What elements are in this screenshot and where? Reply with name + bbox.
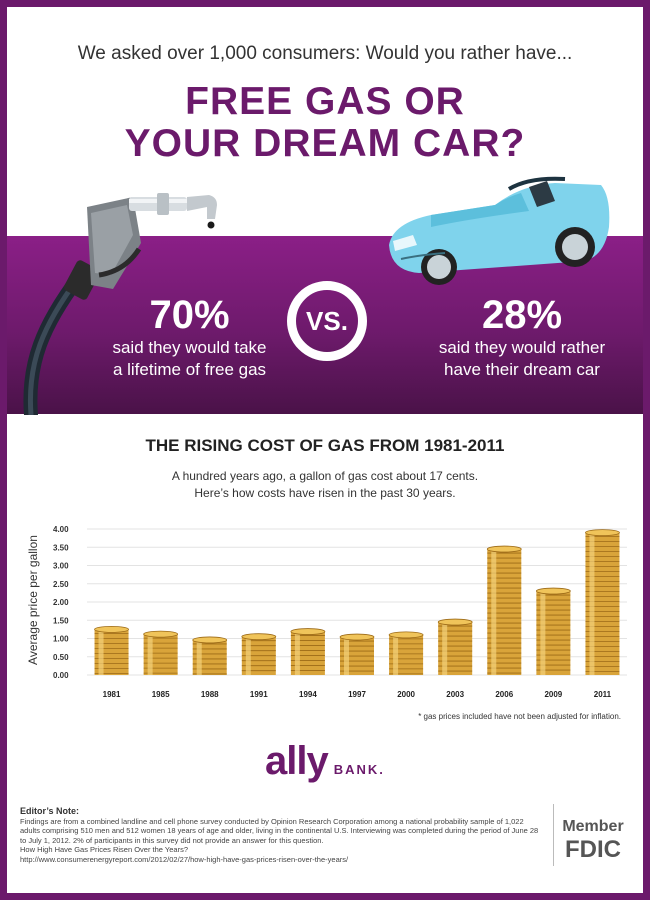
editors-note-body: Findings are from a combined landline an… (20, 816, 539, 845)
editors-note-label: Editor’s Note: (20, 806, 80, 816)
coin-highlight (589, 532, 595, 675)
fdic-member-label: Member (562, 818, 624, 835)
bar-2003 (438, 622, 473, 675)
bar-1997 (340, 637, 374, 675)
bar-2000 (389, 634, 424, 675)
headline: FREE GAS OR YOUR DREAM CAR? (7, 81, 643, 165)
y-tick-label: 2.50 (53, 580, 69, 589)
free-gas-stat: 70% said they would take a lifetime of f… (102, 293, 277, 381)
coin-top (437, 618, 473, 626)
coin-highlight (294, 631, 300, 675)
dream-car-stat: 28% said they would rather have their dr… (432, 293, 612, 381)
bar-2006 (487, 549, 522, 675)
editors-note-source-url: http://www.consumerenergyreport.com/2012… (20, 854, 349, 864)
ally-bank-logo: ally BANK. (265, 739, 385, 784)
y-tick-label: 3.50 (53, 543, 69, 552)
dream-car-percent: 28% (481, 293, 563, 337)
coin-highlight (540, 591, 546, 675)
bar-1981 (94, 629, 129, 675)
x-tick-label-2000: 2000 (397, 690, 415, 699)
coin-top (339, 633, 375, 641)
coin-highlight (147, 634, 153, 675)
headline-line-1: FREE GAS OR (185, 80, 465, 123)
convertible-car-icon (389, 176, 610, 285)
coin-highlight (196, 639, 202, 675)
gas-pump-nozzle-icon (23, 193, 217, 415)
free-gas-text-line-1: said they would take (112, 338, 267, 357)
vs-badge: VS. (287, 281, 367, 361)
member-fdic-badge: Member FDIC (553, 804, 632, 866)
dream-car-text-line-1: said they would rather (438, 338, 606, 357)
coin-highlight (98, 629, 104, 675)
bar-1988 (192, 639, 227, 675)
x-tick-label-2006: 2006 (495, 690, 513, 699)
x-tick-label-1988: 1988 (201, 690, 219, 699)
x-tick-label-1997: 1997 (348, 690, 366, 699)
y-tick-label: 0.00 (53, 671, 69, 680)
coin-top (143, 630, 179, 638)
y-tick-label: 4.00 (53, 525, 69, 534)
x-tick-label-1985: 1985 (152, 690, 170, 699)
intro-question: We asked over 1,000 consumers: Would you… (77, 43, 573, 64)
y-tick-label: 3.00 (53, 562, 69, 571)
coin-top (94, 625, 129, 633)
coin-highlight (491, 549, 497, 675)
chart-subtitle: A hundred years ago, a gallon of gas cos… (7, 468, 643, 502)
bar-2011 (585, 532, 620, 675)
bar-1994 (290, 631, 325, 675)
y-tick-label: 1.00 (53, 635, 69, 644)
editors-note: Editor’s Note: Findings are from a combi… (20, 806, 545, 864)
bar-1991 (241, 636, 276, 675)
bar-2009 (536, 591, 571, 675)
dream-car-text-line-2: have their dream car (444, 360, 600, 379)
coin-top (388, 631, 424, 639)
y-tick-label: 1.50 (53, 616, 69, 625)
coin-top (486, 545, 522, 553)
logo-bank: BANK. (333, 762, 385, 777)
coin-top (241, 633, 277, 641)
y-tick-label: 0.50 (53, 653, 69, 662)
x-tick-label-1991: 1991 (250, 690, 268, 699)
logo-ally: ally (265, 739, 329, 783)
editors-note-source-title: How High Have Gas Prices Risen Over the … (20, 845, 188, 854)
coin-top (290, 628, 326, 635)
headline-line-2: YOUR DREAM CAR? (124, 122, 526, 165)
free-gas-text-line-2: a lifetime of free gas (112, 360, 267, 379)
chart-subtitle-line-2: Here’s how costs have risen in the past … (194, 486, 456, 500)
chart-title: THE RISING COST OF GAS FROM 1981-2011 (145, 436, 505, 455)
x-tick-label-1994: 1994 (299, 690, 317, 699)
chart-subtitle-line-1: A hundred years ago, a gallon of gas cos… (171, 469, 479, 483)
coin-highlight (245, 636, 251, 675)
bar-1985 (143, 634, 178, 675)
x-tick-label-2003: 2003 (446, 690, 464, 699)
coin-top (585, 529, 620, 537)
coin-highlight (393, 634, 399, 675)
fdic-label: FDIC (565, 836, 621, 863)
x-tick-label-2009: 2009 (544, 690, 562, 699)
coin-highlight (344, 637, 349, 675)
free-gas-percent: 70% (149, 293, 230, 337)
coin-top (192, 636, 228, 644)
x-tick-label-1981: 1981 (103, 690, 121, 699)
chart-footnote: * gas prices included have not been adju… (418, 712, 621, 721)
coin-highlight (442, 622, 448, 675)
x-tick-label-2011: 2011 (594, 690, 612, 699)
coin-top (535, 587, 571, 595)
y-tick-label: 2.00 (53, 598, 69, 607)
chart-y-axis-label: Average price per gallon (26, 535, 40, 665)
